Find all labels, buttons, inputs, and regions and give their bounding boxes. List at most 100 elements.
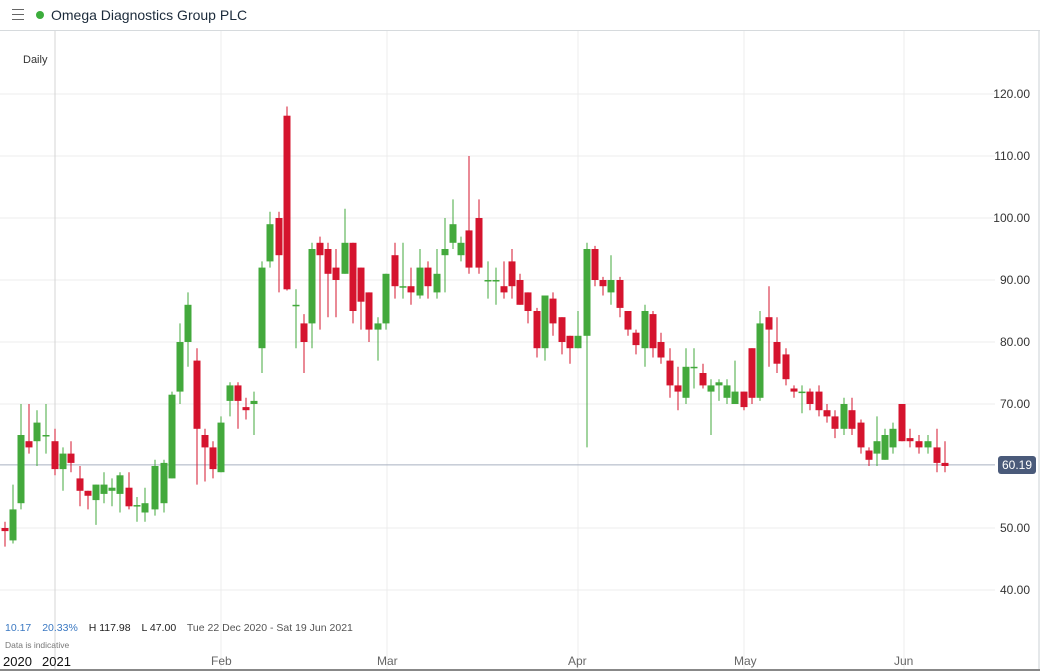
candle[interactable] [516, 280, 524, 305]
candle[interactable] [492, 280, 500, 282]
candle[interactable] [657, 342, 665, 358]
candle[interactable] [382, 273, 390, 324]
candle[interactable] [17, 435, 25, 504]
candle[interactable] [42, 435, 50, 437]
candle[interactable] [25, 441, 33, 448]
candle[interactable] [682, 366, 690, 398]
candle[interactable] [1, 528, 9, 532]
candle[interactable] [857, 422, 865, 448]
candle[interactable] [915, 441, 923, 448]
candle[interactable] [209, 447, 217, 470]
candle[interactable] [549, 298, 557, 324]
candle[interactable] [176, 342, 184, 392]
candle[interactable] [407, 286, 415, 293]
candle[interactable] [457, 242, 465, 256]
candle[interactable] [125, 487, 133, 507]
candle[interactable] [168, 394, 176, 479]
interval-label[interactable]: Daily [23, 54, 48, 66]
candle[interactable] [51, 441, 59, 470]
candle[interactable] [782, 354, 790, 380]
candle[interactable] [765, 317, 773, 330]
candle[interactable] [250, 400, 258, 404]
candle[interactable] [283, 115, 291, 290]
candle[interactable] [92, 484, 100, 501]
candle[interactable] [641, 311, 649, 349]
candle[interactable] [424, 267, 432, 287]
candle[interactable] [933, 447, 941, 463]
candle[interactable] [707, 385, 715, 392]
candle[interactable] [798, 391, 806, 394]
candle[interactable] [690, 366, 698, 369]
candle[interactable] [258, 267, 266, 349]
candle[interactable] [399, 286, 407, 288]
candle[interactable] [583, 249, 591, 336]
candle[interactable] [666, 360, 674, 386]
candle[interactable] [365, 292, 373, 330]
candle[interactable] [391, 255, 399, 287]
candle[interactable] [873, 441, 881, 454]
candle[interactable] [151, 466, 159, 510]
candle[interactable] [715, 382, 723, 386]
hamburger-menu-icon[interactable] [12, 9, 24, 20]
candle[interactable] [806, 391, 814, 404]
candle[interactable] [889, 428, 897, 448]
candle[interactable] [740, 391, 748, 408]
candle[interactable] [449, 224, 457, 243]
candle[interactable] [67, 453, 75, 463]
candle[interactable] [624, 311, 632, 330]
candle[interactable] [416, 267, 424, 296]
candle[interactable] [731, 391, 739, 404]
candle[interactable] [748, 348, 756, 398]
candle[interactable] [566, 335, 574, 349]
candle[interactable] [76, 478, 84, 491]
candle[interactable] [217, 422, 225, 473]
candle[interactable] [234, 385, 242, 401]
candle[interactable] [475, 218, 483, 268]
candle[interactable] [599, 280, 607, 287]
candle[interactable] [9, 509, 17, 541]
candle[interactable] [84, 490, 92, 496]
candle[interactable] [108, 487, 116, 491]
candle[interactable] [815, 391, 823, 411]
candle[interactable] [201, 435, 209, 448]
candle[interactable] [300, 323, 308, 342]
candle[interactable] [374, 323, 382, 330]
candle[interactable] [316, 242, 324, 256]
candle[interactable] [226, 385, 234, 401]
candle[interactable] [616, 280, 624, 308]
candle[interactable] [649, 314, 657, 349]
candle[interactable] [591, 249, 599, 280]
candle[interactable] [756, 323, 764, 398]
candle[interactable] [341, 242, 349, 274]
candle[interactable] [141, 503, 149, 513]
candle[interactable] [823, 410, 831, 417]
candle[interactable] [699, 373, 707, 386]
candle[interactable] [100, 484, 108, 494]
candle[interactable] [865, 450, 873, 460]
candle[interactable] [116, 475, 124, 494]
candle[interactable] [524, 292, 532, 311]
candle[interactable] [324, 249, 332, 274]
candle[interactable] [308, 249, 316, 324]
candle[interactable] [941, 462, 949, 466]
candle[interactable] [500, 286, 508, 293]
candle[interactable] [924, 441, 932, 448]
candle[interactable] [465, 230, 473, 268]
candle[interactable] [881, 435, 889, 460]
candle[interactable] [898, 404, 906, 442]
candle[interactable] [831, 416, 839, 429]
candle[interactable] [906, 438, 914, 442]
candle[interactable] [160, 462, 168, 504]
candle[interactable] [674, 385, 682, 392]
candle[interactable] [632, 332, 640, 346]
candle[interactable] [607, 280, 615, 293]
candle[interactable] [433, 273, 441, 293]
candle[interactable] [441, 249, 449, 256]
candle[interactable] [357, 267, 365, 302]
candle[interactable] [533, 311, 541, 349]
candle[interactable] [184, 304, 192, 342]
candle[interactable] [723, 385, 731, 398]
candle[interactable] [790, 388, 798, 392]
candle[interactable] [848, 410, 856, 429]
candle[interactable] [773, 342, 781, 364]
